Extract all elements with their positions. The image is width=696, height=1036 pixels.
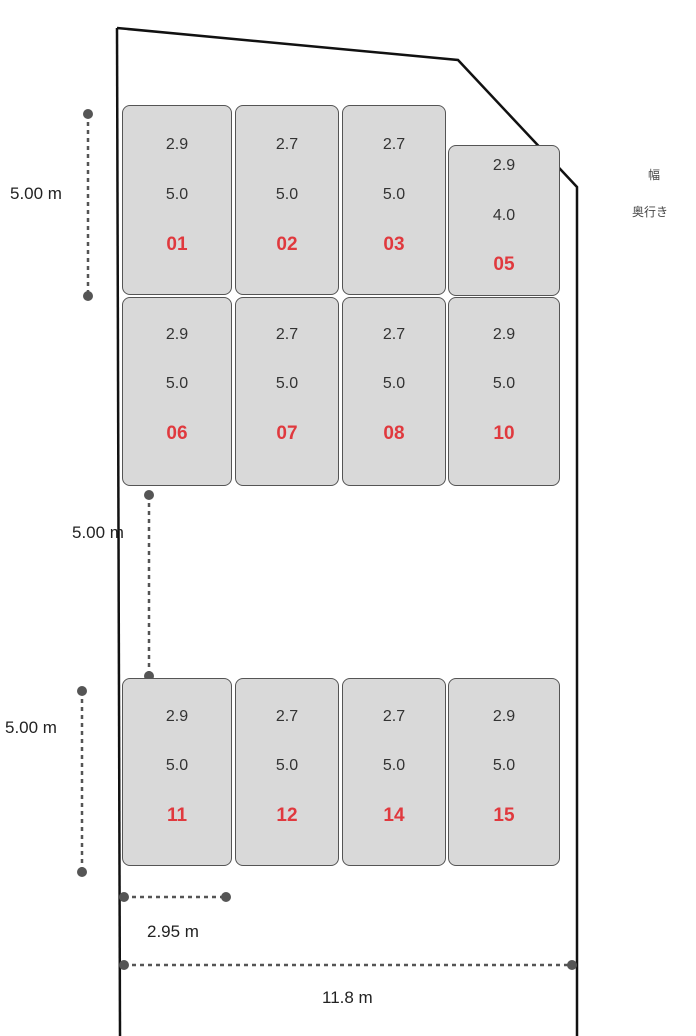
parking-space-12[interactable]: 2.7 5.0 12 xyxy=(235,678,339,866)
space-number: 03 xyxy=(383,234,405,255)
space-depth: 5.0 xyxy=(382,757,406,774)
space-depth: 5.0 xyxy=(492,375,516,392)
dim-label-total-width: 11.8 m xyxy=(322,988,373,1007)
space-depth: 5.0 xyxy=(165,757,189,774)
space-number: 08 xyxy=(383,423,405,444)
legend-depth: 奥行き xyxy=(632,205,669,219)
parking-space-08[interactable]: 2.7 5.0 08 xyxy=(342,297,446,486)
space-depth: 5.0 xyxy=(165,186,189,203)
space-depth: 5.0 xyxy=(275,757,299,774)
space-number: 12 xyxy=(276,805,298,826)
space-width: 2.7 xyxy=(275,326,299,343)
space-depth: 4.0 xyxy=(492,207,516,224)
legend-width: 幅 xyxy=(648,168,661,182)
parking-space-02[interactable]: 2.7 5.0 02 xyxy=(235,105,339,295)
space-width: 2.7 xyxy=(275,708,299,725)
space-number: 07 xyxy=(276,423,298,444)
space-number: 01 xyxy=(166,234,188,255)
space-number: 06 xyxy=(166,423,188,444)
space-number: 05 xyxy=(493,254,515,275)
parking-space-06[interactable]: 2.9 5.0 06 xyxy=(122,297,232,486)
dim-label-aisle: 5.00 m xyxy=(72,523,124,542)
lot-boundary-left xyxy=(115,27,122,1036)
parking-space-14[interactable]: 2.7 5.0 14 xyxy=(342,678,446,866)
parking-space-03[interactable]: 2.7 5.0 03 xyxy=(342,105,446,295)
dim-label-space-width: 2.95 m xyxy=(147,922,199,941)
space-depth: 5.0 xyxy=(275,186,299,203)
space-depth: 5.0 xyxy=(382,186,406,203)
parking-space-01[interactable]: 2.9 5.0 01 xyxy=(122,105,232,295)
space-depth: 5.0 xyxy=(165,375,189,392)
space-width: 2.9 xyxy=(165,136,189,153)
space-width: 2.7 xyxy=(382,708,406,725)
space-width: 2.9 xyxy=(165,708,189,725)
space-width: 2.7 xyxy=(382,326,406,343)
space-width: 2.9 xyxy=(492,157,516,174)
parking-space-15[interactable]: 2.9 5.0 15 xyxy=(448,678,560,866)
space-width: 2.9 xyxy=(165,326,189,343)
space-number: 10 xyxy=(493,423,515,444)
space-depth: 5.0 xyxy=(382,375,406,392)
space-depth: 5.0 xyxy=(492,757,516,774)
space-depth: 5.0 xyxy=(275,375,299,392)
space-number: 14 xyxy=(383,805,405,826)
space-width: 2.9 xyxy=(492,326,516,343)
parking-space-10[interactable]: 2.9 5.0 10 xyxy=(448,297,560,486)
lot-boundary xyxy=(116,26,579,1036)
space-width: 2.7 xyxy=(382,136,406,153)
space-number: 11 xyxy=(166,805,188,826)
space-width: 2.7 xyxy=(275,136,299,153)
dim-label-row1: 5.00 m xyxy=(10,184,62,203)
parking-space-07[interactable]: 2.7 5.0 07 xyxy=(235,297,339,486)
dim-label-row3: 5.00 m xyxy=(5,718,57,737)
dimension-endpoints xyxy=(77,109,577,970)
space-width: 2.9 xyxy=(492,708,516,725)
parking-space-11[interactable]: 2.9 5.0 11 xyxy=(122,678,232,866)
space-number: 02 xyxy=(276,234,298,255)
parking-space-05[interactable]: 2.9 4.0 05 xyxy=(448,145,560,296)
space-number: 15 xyxy=(493,805,515,826)
